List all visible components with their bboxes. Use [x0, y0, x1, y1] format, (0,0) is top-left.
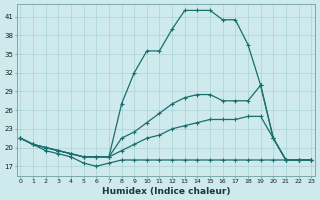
X-axis label: Humidex (Indice chaleur): Humidex (Indice chaleur): [101, 187, 230, 196]
